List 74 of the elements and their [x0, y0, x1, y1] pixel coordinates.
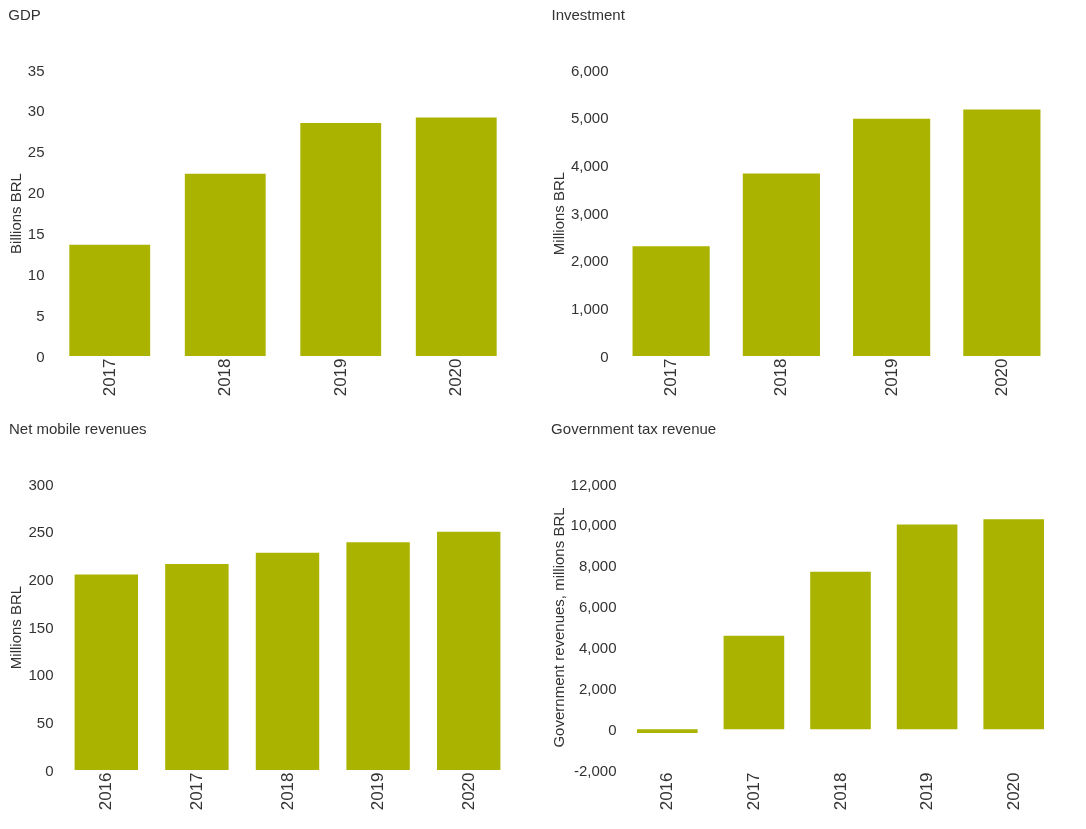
- x-tick-label: 2018: [277, 772, 297, 811]
- y-tick-label: 30: [27, 102, 45, 120]
- y-tick-label: 100: [28, 666, 54, 684]
- x-tick-label: 2018: [215, 358, 235, 397]
- bar: [963, 109, 1041, 356]
- y-tick-label: 5,000: [570, 109, 609, 127]
- x-tick-label: 2020: [1003, 772, 1023, 811]
- x-tick-label: 2018: [830, 772, 850, 811]
- y-tick-label: 1,000: [570, 299, 609, 317]
- y-tick-label: 6,000: [578, 598, 617, 616]
- bar: [165, 564, 229, 770]
- y-tick-label: -2,000: [573, 761, 617, 779]
- y-tick-label: 150: [28, 618, 54, 636]
- bar: [636, 729, 698, 734]
- y-tick-label: 12,000: [570, 475, 617, 493]
- chart-title: Investment: [551, 6, 626, 23]
- x-tick-label: 2020: [446, 358, 466, 397]
- x-tick-label: 2019: [917, 772, 937, 811]
- x-tick-label: 2020: [458, 772, 478, 811]
- bar: [742, 173, 820, 356]
- y-tick-label: 35: [27, 61, 45, 79]
- bar: [346, 542, 410, 770]
- y-tick-label: 10,000: [570, 516, 617, 534]
- bar: [810, 571, 871, 730]
- chart-title: Net mobile revenues: [8, 420, 147, 437]
- y-tick-label: 10: [27, 265, 45, 283]
- x-tick-label: 2018: [771, 358, 791, 397]
- y-tick-label: 250: [28, 523, 54, 541]
- bar: [723, 635, 785, 730]
- y-axis-title: Government revenues, millions BRL: [549, 507, 567, 748]
- x-tick-label: 2019: [368, 772, 388, 811]
- bar: [415, 117, 497, 356]
- bar: [184, 173, 266, 356]
- y-tick-label: 0: [608, 720, 617, 738]
- y-tick-label: 20: [27, 184, 45, 202]
- y-tick-label: 4,000: [570, 156, 609, 174]
- x-tick-label: 2017: [186, 772, 206, 811]
- y-tick-label: 0: [600, 347, 609, 365]
- x-tick-label: 2017: [99, 358, 119, 397]
- y-tick-label: 6,000: [570, 61, 609, 79]
- x-tick-label: 2019: [881, 358, 901, 397]
- x-tick-label: 2016: [657, 772, 677, 811]
- y-tick-label: 4,000: [578, 638, 617, 656]
- y-tick-label: 0: [36, 347, 45, 365]
- y-axis-title: Millions BRL: [7, 585, 25, 670]
- y-tick-label: 0: [45, 761, 54, 779]
- bar: [436, 531, 501, 770]
- x-tick-label: 2017: [661, 358, 681, 397]
- bar: [69, 244, 151, 356]
- y-tick-label: 25: [27, 143, 45, 161]
- x-tick-label: 2019: [330, 358, 350, 397]
- y-tick-label: 50: [36, 713, 54, 731]
- y-tick-label: 8,000: [578, 557, 617, 575]
- bar: [255, 552, 320, 770]
- y-axis-title: Millions BRL: [549, 171, 567, 256]
- bar: [896, 524, 958, 730]
- y-tick-label: 200: [28, 570, 54, 588]
- bar: [853, 118, 931, 356]
- bar: [74, 574, 139, 770]
- y-axis-title: Billions BRL: [6, 173, 24, 254]
- bar: [300, 123, 382, 356]
- y-tick-label: 5: [36, 306, 45, 324]
- y-tick-label: 2,000: [570, 252, 609, 270]
- x-tick-label: 2017: [743, 772, 763, 811]
- bar: [983, 519, 1045, 730]
- chart-title: GDP: [8, 6, 41, 23]
- x-tick-label: 2016: [96, 772, 116, 811]
- y-tick-label: 2,000: [578, 679, 617, 697]
- chart-title: Government tax revenue: [551, 420, 717, 437]
- bar: [632, 246, 710, 356]
- x-tick-label: 2020: [991, 358, 1011, 397]
- y-tick-label: 15: [27, 224, 45, 242]
- y-tick-label: 3,000: [570, 204, 609, 222]
- y-tick-label: 300: [28, 475, 54, 493]
